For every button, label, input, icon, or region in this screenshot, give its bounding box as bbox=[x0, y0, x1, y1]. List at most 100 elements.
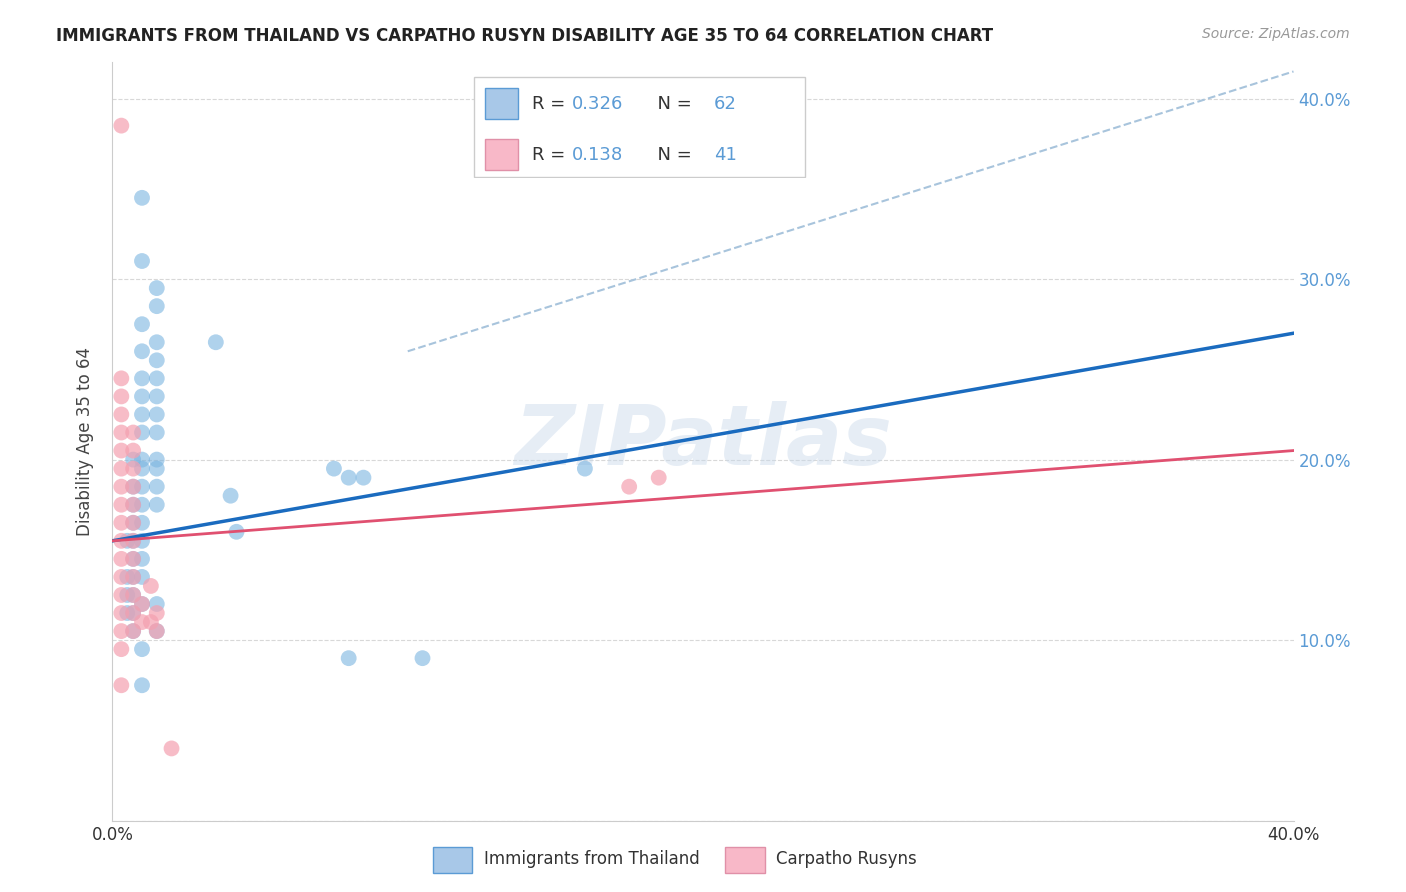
Text: 62: 62 bbox=[714, 95, 737, 112]
Point bbox=[117, 533, 138, 548]
Point bbox=[122, 498, 145, 512]
Point bbox=[122, 452, 145, 467]
Point bbox=[337, 651, 360, 665]
Point bbox=[122, 552, 145, 566]
Point bbox=[110, 461, 132, 475]
Point bbox=[160, 741, 183, 756]
Point bbox=[110, 498, 132, 512]
Point bbox=[131, 317, 153, 331]
Point bbox=[411, 651, 433, 665]
Point bbox=[122, 588, 145, 602]
Point bbox=[122, 516, 145, 530]
Point bbox=[146, 606, 169, 620]
Point bbox=[146, 299, 169, 313]
Point bbox=[122, 624, 145, 639]
Point bbox=[131, 533, 153, 548]
Y-axis label: Disability Age 35 to 64: Disability Age 35 to 64 bbox=[76, 347, 94, 536]
Point bbox=[647, 470, 671, 484]
Point bbox=[146, 452, 169, 467]
Point bbox=[146, 480, 169, 494]
Text: IMMIGRANTS FROM THAILAND VS CARPATHO RUSYN DISABILITY AGE 35 TO 64 CORRELATION C: IMMIGRANTS FROM THAILAND VS CARPATHO RUS… bbox=[56, 27, 994, 45]
Point bbox=[131, 498, 153, 512]
Point bbox=[122, 533, 145, 548]
Point bbox=[146, 389, 169, 403]
Text: R =: R = bbox=[531, 145, 571, 164]
Point bbox=[131, 642, 153, 657]
Point bbox=[131, 389, 153, 403]
Point bbox=[110, 408, 132, 422]
Point bbox=[117, 606, 138, 620]
Point bbox=[146, 461, 169, 475]
Point bbox=[131, 344, 153, 359]
Point bbox=[131, 597, 153, 611]
Point bbox=[619, 480, 641, 494]
Point bbox=[131, 516, 153, 530]
Point bbox=[122, 533, 145, 548]
Point bbox=[122, 443, 145, 458]
Point bbox=[122, 552, 145, 566]
Point bbox=[110, 588, 132, 602]
Point bbox=[110, 678, 132, 692]
FancyBboxPatch shape bbox=[485, 88, 519, 119]
Text: 0.138: 0.138 bbox=[572, 145, 623, 164]
FancyBboxPatch shape bbox=[725, 847, 765, 872]
Point bbox=[131, 597, 153, 611]
Point bbox=[146, 624, 169, 639]
Point bbox=[110, 642, 132, 657]
Point bbox=[117, 570, 138, 584]
FancyBboxPatch shape bbox=[485, 139, 519, 170]
Point bbox=[146, 353, 169, 368]
Point bbox=[131, 480, 153, 494]
Point bbox=[146, 371, 169, 385]
Point bbox=[122, 606, 145, 620]
Point bbox=[110, 570, 132, 584]
Text: N =: N = bbox=[647, 145, 697, 164]
Point bbox=[131, 461, 153, 475]
Point bbox=[131, 254, 153, 268]
Point bbox=[574, 461, 596, 475]
Point bbox=[110, 606, 132, 620]
Point bbox=[110, 552, 132, 566]
Point bbox=[146, 498, 169, 512]
FancyBboxPatch shape bbox=[433, 847, 472, 872]
Point bbox=[110, 119, 132, 133]
Point bbox=[110, 533, 132, 548]
Text: 0.326: 0.326 bbox=[572, 95, 624, 112]
Point bbox=[131, 615, 153, 629]
Point bbox=[146, 425, 169, 440]
Point bbox=[323, 461, 346, 475]
Text: Carpatho Rusyns: Carpatho Rusyns bbox=[776, 849, 917, 868]
Point bbox=[219, 489, 242, 503]
Text: Source: ZipAtlas.com: Source: ZipAtlas.com bbox=[1202, 27, 1350, 41]
Point bbox=[122, 425, 145, 440]
FancyBboxPatch shape bbox=[474, 77, 806, 178]
Point bbox=[122, 516, 145, 530]
Point bbox=[117, 588, 138, 602]
Text: N =: N = bbox=[647, 95, 697, 112]
Point bbox=[131, 678, 153, 692]
Point bbox=[122, 498, 145, 512]
Point bbox=[146, 281, 169, 295]
Point bbox=[131, 408, 153, 422]
Point bbox=[337, 470, 360, 484]
Point bbox=[110, 624, 132, 639]
Text: R =: R = bbox=[531, 95, 571, 112]
Point bbox=[146, 624, 169, 639]
Point bbox=[110, 443, 132, 458]
Point bbox=[122, 570, 145, 584]
Point bbox=[146, 335, 169, 350]
Point bbox=[110, 389, 132, 403]
Point bbox=[146, 597, 169, 611]
Point bbox=[122, 570, 145, 584]
Point bbox=[110, 371, 132, 385]
Point bbox=[131, 191, 153, 205]
Text: Immigrants from Thailand: Immigrants from Thailand bbox=[484, 849, 699, 868]
Point bbox=[131, 425, 153, 440]
Point bbox=[110, 425, 132, 440]
Point bbox=[110, 516, 132, 530]
Point bbox=[146, 408, 169, 422]
Point bbox=[139, 579, 162, 593]
Point bbox=[122, 480, 145, 494]
Point bbox=[131, 552, 153, 566]
Point bbox=[110, 480, 132, 494]
